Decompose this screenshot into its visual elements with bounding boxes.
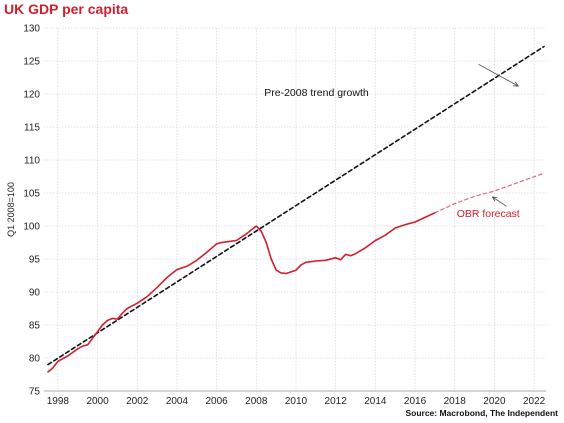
x-tick-label: 2012 (325, 396, 348, 407)
chart-title: UK GDP per capita (4, 1, 129, 17)
x-tick-label: 2022 (523, 396, 546, 407)
x-tick-label: 2000 (86, 396, 109, 407)
y-tick-label: 100 (23, 222, 40, 233)
x-tick-labels: 1998 2000 2002 2004 2006 2008 2010 2012 2014 2016… (47, 396, 546, 407)
x-tick-label: 2020 (483, 396, 506, 407)
annotation-arrow (478, 63, 519, 87)
y-tick-label: 95 (29, 255, 41, 266)
y-tick-label: 90 (29, 288, 41, 299)
annotations: Pre-2008 trend growth OBR forecast (264, 63, 520, 220)
annotation-label: Pre-2008 trend growth (264, 87, 369, 99)
x-tick-label: 2002 (126, 396, 149, 407)
y-tick-label: 120 (23, 90, 40, 101)
arrow-head (513, 81, 520, 87)
y-tick-label: 80 (29, 354, 41, 365)
series-line-2 (47, 45, 545, 366)
y-axis-label: Q1 2008=100 (6, 182, 16, 237)
y-tick-label: 75 (29, 387, 41, 398)
y-tick-label: 125 (23, 57, 40, 68)
x-tick-label: 2004 (166, 396, 189, 407)
series-line-1 (434, 172, 545, 214)
y-tick-label: 130 (23, 24, 40, 35)
y-tick-label: 115 (24, 123, 40, 134)
x-tick-label: 2010 (285, 396, 308, 407)
x-tick-label: 2016 (404, 396, 427, 407)
annotation-label: OBR forecast (457, 208, 520, 220)
arrow-head (491, 196, 498, 202)
y-tick-label: 105 (23, 189, 40, 200)
annotation-arrow (492, 196, 507, 207)
source-note: Source: Macrobond, The Independent (405, 408, 558, 418)
y-tick-label: 85 (29, 321, 41, 332)
x-tick-label: 2008 (245, 396, 268, 407)
x-tick-label: 2018 (444, 396, 467, 407)
y-tick-label: 110 (24, 156, 40, 167)
x-tick-label: 2014 (364, 396, 387, 407)
gridlines (44, 27, 546, 392)
series-line-0 (47, 212, 436, 373)
x-tick-label: 2006 (205, 396, 228, 407)
x-tick-label: 1998 (47, 396, 70, 407)
series-lines (47, 45, 545, 373)
y-tick-labels: 75 80 85 90 95 100 105 110 115 120 125 130 (23, 24, 40, 398)
